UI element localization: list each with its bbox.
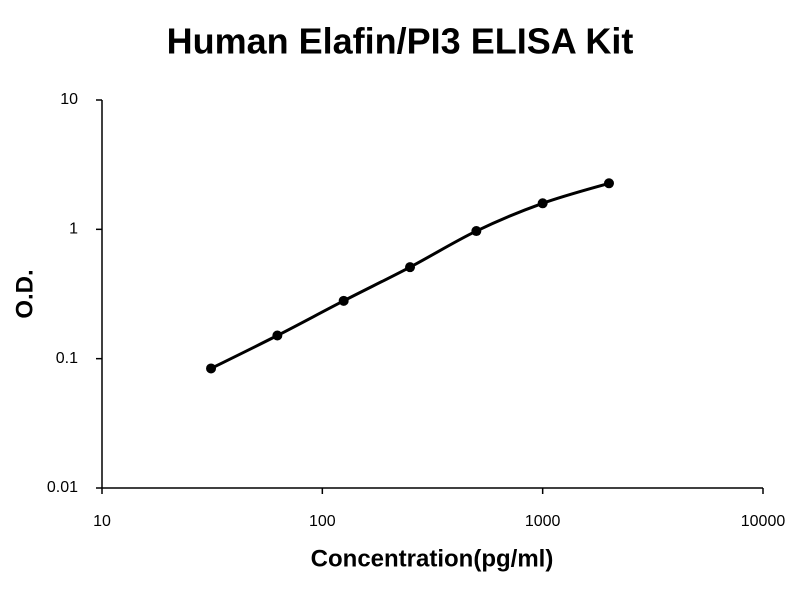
data-point	[338, 295, 349, 306]
y-tick-label: 1	[69, 221, 78, 238]
x-tick-label: 100	[309, 513, 336, 530]
y-tick-label: 10	[60, 91, 78, 108]
y-axis-label: O.D.	[11, 269, 38, 318]
data-point	[471, 226, 482, 237]
data-point	[206, 363, 217, 374]
y-tick-label: 0.01	[47, 479, 78, 496]
x-tick-label: 1000	[525, 513, 561, 530]
data-point	[405, 262, 416, 273]
data-point	[537, 198, 548, 209]
data-point	[603, 178, 614, 189]
x-axis-label: Concentration(pg/ml)	[311, 545, 554, 572]
data-point	[272, 330, 283, 341]
x-tick-label: 10	[93, 513, 111, 530]
fit-curve	[210, 181, 610, 370]
chart-title: Human Elafin/PI3 ELISA Kit	[167, 21, 634, 62]
x-tick-label: 10000	[741, 513, 786, 530]
y-tick-label: 0.1	[56, 350, 78, 367]
